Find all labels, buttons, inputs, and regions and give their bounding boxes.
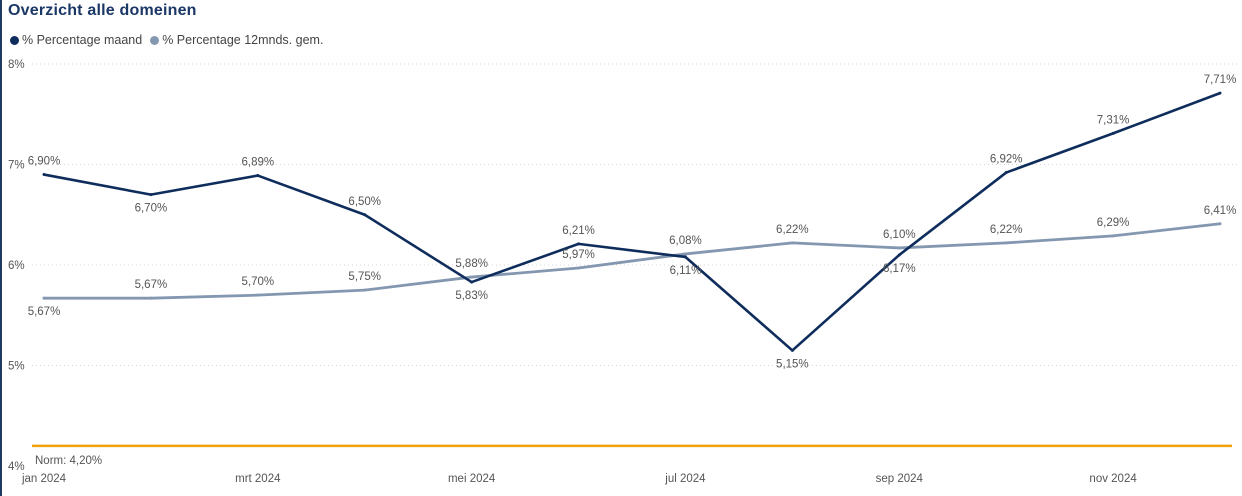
data-label: 7,71%: [1204, 74, 1237, 86]
data-label: 6,10%: [883, 229, 916, 241]
data-label: 5,67%: [135, 279, 168, 291]
legend-dot-icon: [10, 35, 19, 45]
series-line: [44, 222, 1221, 300]
data-point: [1004, 171, 1008, 175]
chart-title: Overzicht alle domeinen: [8, 2, 197, 19]
data-label: 6,22%: [990, 224, 1023, 236]
x-tick-label: nov 2024: [1089, 473, 1137, 485]
data-point: [1111, 131, 1115, 135]
data-point: [897, 253, 901, 257]
data-point: [790, 241, 794, 245]
data-label: 6,92%: [990, 154, 1023, 166]
data-point: [577, 242, 581, 246]
legend-label: % Percentage 12mnds. gem.: [162, 33, 324, 47]
legend-entry-12mnds[interactable]: % Percentage 12mnds. gem.: [150, 33, 323, 47]
data-point: [256, 174, 260, 178]
data-label: 6,08%: [669, 235, 702, 247]
data-point: [683, 255, 687, 259]
data-label: 6,29%: [1097, 217, 1130, 229]
data-label: 5,83%: [455, 290, 488, 302]
y-tick-label: 4%: [8, 461, 25, 473]
data-point: [683, 252, 687, 256]
data-point: [363, 288, 367, 292]
data-label: 6,90%: [28, 156, 61, 168]
data-label: 5,97%: [562, 249, 595, 261]
data-point: [1218, 222, 1222, 226]
x-tick-label: mrt 2024: [235, 473, 281, 485]
x-tick-label: jul 2024: [664, 473, 706, 485]
data-point: [149, 193, 153, 197]
data-label: 5,70%: [242, 276, 275, 288]
data-point: [577, 266, 581, 270]
y-tick-label: 6%: [8, 260, 25, 272]
data-point: [1218, 91, 1222, 95]
legend-label: % Percentage maand: [22, 33, 143, 47]
data-label: 5,67%: [28, 306, 61, 318]
data-point: [42, 173, 46, 177]
norm-label: Norm: 4,20%: [35, 455, 102, 467]
y-tick-label: 8%: [8, 59, 25, 71]
data-point: [363, 213, 367, 217]
data-point: [1111, 234, 1115, 238]
data-label: 5,75%: [348, 271, 381, 283]
x-tick-label: mei 2024: [448, 473, 496, 485]
data-label: 6,50%: [348, 196, 381, 208]
data-point: [790, 348, 794, 352]
y-tick-label: 7%: [8, 160, 25, 172]
data-point: [42, 296, 46, 300]
data-label: 6,89%: [242, 157, 275, 169]
x-tick-label: sep 2024: [876, 473, 924, 485]
data-label: 6,41%: [1204, 205, 1237, 217]
data-point: [256, 293, 260, 297]
data-label: 5,15%: [776, 358, 809, 370]
legend: % Percentage maand % Percentage 12mnds. …: [10, 33, 323, 47]
x-tick-label: jan 2024: [21, 473, 67, 485]
data-label: 6,17%: [883, 263, 916, 275]
data-point: [1004, 241, 1008, 245]
data-label: 6,22%: [776, 224, 809, 236]
data-point: [470, 280, 474, 284]
data-label: 6,11%: [670, 265, 702, 277]
data-point: [897, 246, 901, 250]
data-label: 6,70%: [135, 203, 168, 215]
series-line: [43, 91, 1221, 352]
legend-dot-icon: [150, 35, 160, 45]
data-label: 5,88%: [455, 258, 488, 270]
legend-entry-maand[interactable]: % Percentage maand: [10, 33, 142, 47]
data-label: 6,21%: [562, 225, 595, 237]
data-point: [149, 296, 153, 300]
data-label: 7,31%: [1097, 114, 1130, 126]
data-point: [470, 275, 474, 279]
y-tick-label: 5%: [8, 361, 25, 373]
